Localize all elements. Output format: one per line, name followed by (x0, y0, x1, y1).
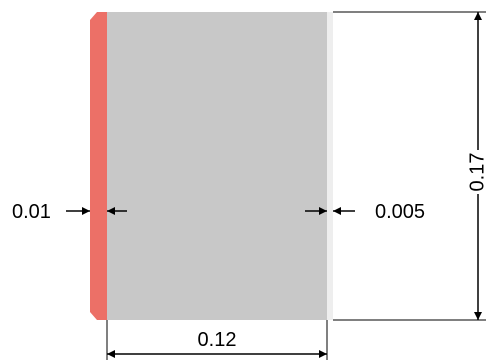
right-thickness-label: 0.005 (375, 201, 425, 223)
thin-layer (327, 12, 333, 320)
red-layer (90, 12, 107, 320)
width-label: 0.12 (198, 329, 237, 351)
height-label-background (466, 150, 490, 194)
left-thickness-label: 0.01 (12, 201, 51, 223)
height-label: 0.17 (466, 153, 488, 192)
grey-block (107, 12, 327, 320)
